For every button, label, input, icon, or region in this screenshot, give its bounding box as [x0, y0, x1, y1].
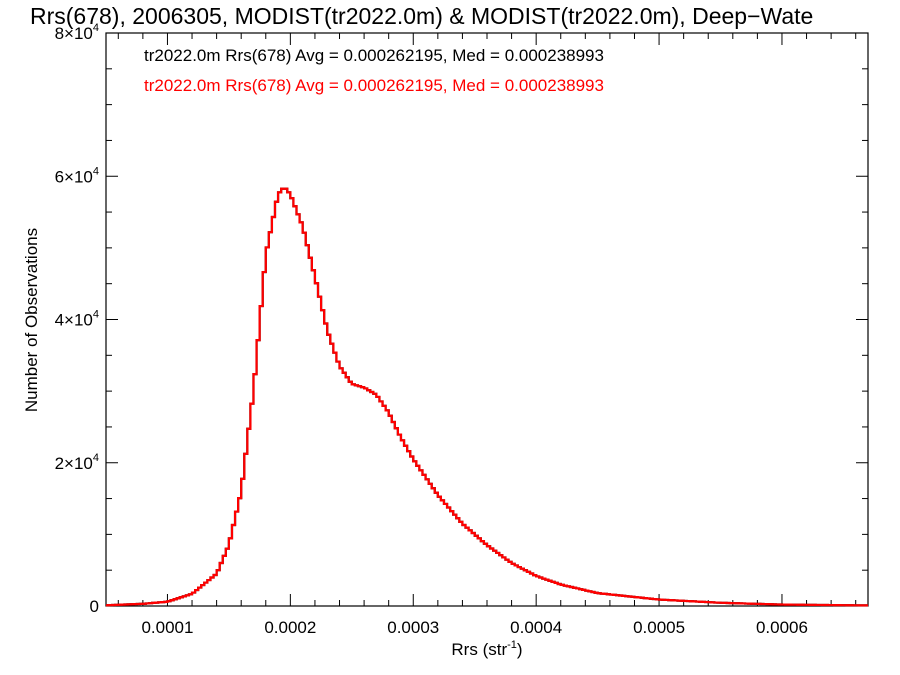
histogram-series-red: [106, 187, 868, 607]
x-tick-label: 0.0006: [756, 618, 808, 637]
y-tick-label: 4×104: [55, 309, 99, 330]
y-axis-ticks: 0 2×104 4×104 6×104 8×104: [55, 22, 868, 616]
annotation-black: tr2022.0m Rrs(678) Avg = 0.000262195, Me…: [144, 46, 604, 65]
y-axis-label: Number of Observations: [22, 228, 41, 412]
plot-lines: [106, 187, 868, 607]
plot-frame: [105, 32, 869, 607]
y-tick-label: 0: [90, 597, 99, 616]
x-tick-label: 0.0003: [387, 618, 439, 637]
x-tick-label: 0.0001: [141, 618, 193, 637]
x-tick-label: 0.0005: [633, 618, 685, 637]
y-tick-label: 6×104: [55, 165, 99, 186]
y-tick-label: 8×104: [55, 22, 99, 43]
chart-title: Rrs(678), 2006305, MODIST(tr2022.0m) & M…: [30, 3, 813, 29]
x-tick-label: 0.0002: [264, 618, 316, 637]
y-tick-label: 2×104: [55, 452, 99, 473]
x-axis-ticks: 0.0001 0.0002 0.0003 0.0004 0.0005 0.0006: [117, 33, 857, 637]
x-axis-label: Rrs (str-1): [451, 639, 522, 659]
axes: [105, 32, 869, 607]
x-tick-label: 0.0004: [510, 618, 562, 637]
annotation-red: tr2022.0m Rrs(678) Avg = 0.000262195, Me…: [144, 76, 604, 95]
